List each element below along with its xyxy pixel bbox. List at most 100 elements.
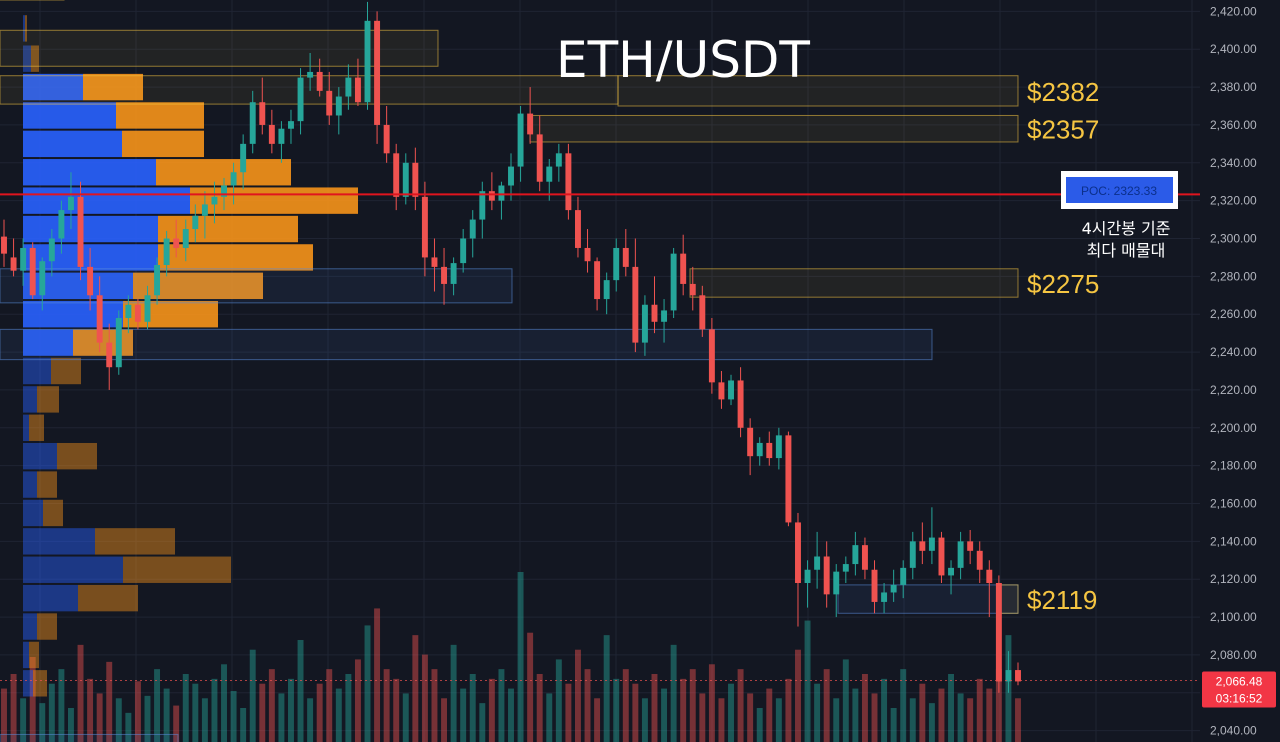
candle-body [326, 90, 333, 116]
volume-bar [871, 693, 878, 742]
candle-body [594, 261, 601, 300]
candle-body [412, 162, 419, 197]
volume-bar [775, 698, 782, 742]
volume-bar [201, 698, 208, 742]
axis-tick-label: 2,160.00 [1210, 497, 1257, 511]
candle-body [508, 166, 514, 186]
candle-body [967, 541, 974, 551]
volume-bar [278, 693, 285, 742]
volume-bar [689, 669, 696, 742]
candle-body [1, 236, 7, 254]
volume-bar [67, 708, 74, 742]
volume-bar [756, 708, 763, 742]
vp-bar-buy [23, 670, 33, 697]
candle-body [833, 571, 840, 595]
volume-bar [622, 669, 629, 742]
candle-body [77, 196, 84, 267]
candle-body [565, 153, 572, 211]
vp-bar-sell [37, 613, 57, 640]
volume-bar [823, 669, 830, 742]
axis-tick-label: 2,320.00 [1210, 194, 1257, 208]
volume-bar [192, 683, 199, 742]
vp-bar-sell [83, 73, 143, 101]
vp-bar-sell [156, 159, 291, 186]
volume-bar [249, 649, 256, 742]
vp-bar-buy [23, 357, 51, 385]
volume-bar [661, 688, 668, 742]
volume-bar [240, 708, 247, 742]
candle-body [766, 442, 773, 459]
candle-body [728, 380, 734, 400]
volume-bar [326, 669, 333, 742]
vp-bar-buy [23, 215, 158, 243]
volume-bar [919, 683, 926, 742]
volume-bar [641, 698, 648, 742]
volume-bar [115, 698, 122, 742]
volume-bar [297, 640, 304, 742]
volume-bar [106, 661, 113, 742]
volume-bar [833, 698, 840, 742]
axis-tick-label: 2,360.00 [1210, 118, 1257, 132]
candle-body [67, 196, 74, 211]
candle-body [708, 329, 715, 383]
candle-body [221, 185, 227, 197]
volume-bar [670, 644, 677, 742]
axis-tick-label: 2,200.00 [1210, 421, 1257, 435]
volume-bar [29, 657, 36, 742]
candle-body [919, 541, 926, 551]
candle-body [957, 541, 964, 568]
candle-body [393, 153, 400, 197]
candle-body [144, 295, 151, 322]
vp-bar-sell [29, 641, 39, 669]
candle-body [632, 266, 639, 343]
volume-bar [77, 644, 84, 742]
vp-bar-sell [57, 442, 97, 470]
axis-tick-label: 2,280.00 [1210, 269, 1257, 283]
volume-bar [364, 625, 371, 742]
candle-body [1015, 670, 1021, 682]
candle-body [546, 166, 553, 182]
vp-bar-sell [37, 471, 57, 498]
volume-bar [374, 608, 381, 742]
vp-bar-buy [23, 584, 78, 612]
candle-body [201, 204, 208, 216]
vp-bar-buy [23, 130, 122, 158]
volume-bar [154, 669, 161, 742]
volume-bar [928, 703, 935, 742]
volume-bar [737, 669, 744, 742]
volume-bar [967, 698, 974, 742]
volume-bar [469, 674, 476, 742]
candle-body [699, 295, 706, 330]
candle-body [842, 564, 849, 572]
price-axis[interactable]: 2,040.002,060.002,080.002,100.002,120.00… [1202, 4, 1276, 738]
volume-profile [23, 15, 358, 697]
candle-body [58, 210, 65, 239]
level-label: $2119 [1027, 585, 1097, 615]
candle-body [737, 380, 744, 428]
volume-bar [708, 664, 715, 742]
vp-bar-sell [31, 45, 39, 72]
candle-body [756, 442, 763, 457]
axis-tick-label: 2,040.00 [1210, 724, 1257, 738]
axis-tick-label: 2,400.00 [1210, 42, 1257, 56]
vp-bar-sell [116, 102, 204, 129]
candle-body [163, 238, 170, 265]
volume-bar [48, 683, 55, 742]
volume-bar [718, 698, 725, 742]
volume-bar [861, 674, 868, 742]
candle-body [87, 266, 94, 296]
vp-bar-sell [43, 499, 63, 527]
volume-bar [20, 698, 27, 742]
volume-bar [221, 664, 227, 742]
chart-title: ETH/USDT [556, 31, 810, 89]
candle-body [240, 143, 247, 173]
volume-bar [842, 659, 849, 742]
vp-bar-buy [23, 386, 37, 413]
volume-bars [1, 572, 1021, 742]
vp-bar-sell [29, 414, 44, 441]
volume-bar [909, 698, 916, 742]
poc-label: POC: 2323.33 [1081, 184, 1157, 198]
